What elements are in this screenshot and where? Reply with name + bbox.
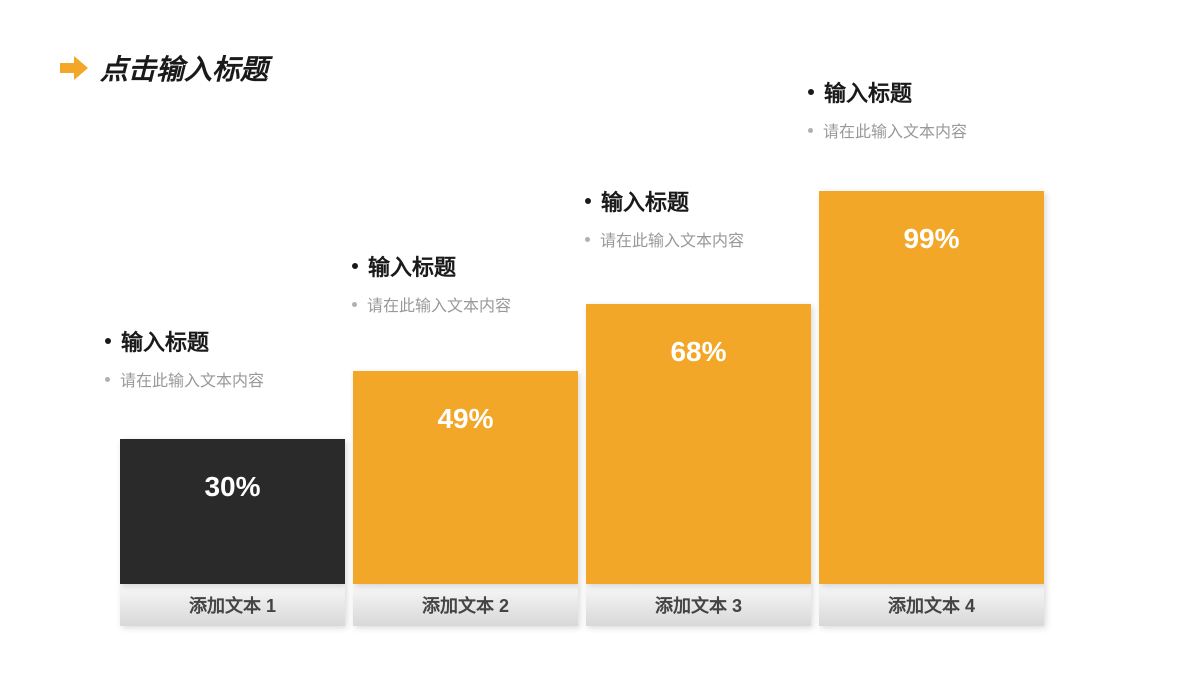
annotation-2: 输入标题 请在此输入文本内容 [352,250,612,316]
bar-1: 30% [120,439,345,584]
bullet-icon [808,89,814,95]
bar-group-3: 68% 添加文本 3 [586,304,811,626]
bar-group-2: 49% 添加文本 2 [353,371,578,626]
arrow-right-icon [60,56,88,80]
annotation-sub-row: 请在此输入文本内容 [808,118,1068,142]
bar-value-1: 30% [204,471,260,584]
annotation-3: 输入标题 请在此输入文本内容 [585,185,845,251]
bar-label-1: 添加文本 1 [120,584,345,626]
annotation-title-row: 输入标题 [352,250,612,282]
bar-label-4: 添加文本 4 [819,584,1044,626]
annotation-sub-row: 请在此输入文本内容 [585,227,845,251]
annotation-title-row: 输入标题 [105,325,365,357]
annotation-title: 输入标题 [601,185,689,217]
bar-group-1: 30% 添加文本 1 [120,439,345,626]
bar-value-3: 68% [670,336,726,584]
annotation-subtitle: 请在此输入文本内容 [120,367,264,391]
bar-label-3: 添加文本 3 [586,584,811,626]
bullet-icon [352,263,358,269]
bullet-icon [808,128,813,133]
annotation-title: 输入标题 [824,76,912,108]
bullet-icon [352,302,357,307]
annotation-sub-row: 请在此输入文本内容 [352,292,612,316]
bar-2: 49% [353,371,578,584]
bar-3: 68% [586,304,811,584]
bar-value-4: 99% [903,223,959,584]
annotation-title: 输入标题 [121,325,209,357]
bar-label-2: 添加文本 2 [353,584,578,626]
annotation-subtitle: 请在此输入文本内容 [600,227,744,251]
annotation-subtitle: 请在此输入文本内容 [367,292,511,316]
annotation-subtitle: 请在此输入文本内容 [823,118,967,142]
annotation-title-row: 输入标题 [585,185,845,217]
bar-group-4: 99% 添加文本 4 [819,191,1044,626]
bar-4: 99% [819,191,1044,584]
annotation-title-row: 输入标题 [808,76,1068,108]
bar-value-2: 49% [437,403,493,584]
annotation-title: 输入标题 [368,250,456,282]
bullet-icon [585,198,591,204]
annotation-sub-row: 请在此输入文本内容 [105,367,365,391]
bullet-icon [585,237,590,242]
bullet-icon [105,338,111,344]
annotation-4: 输入标题 请在此输入文本内容 [808,76,1068,142]
bullet-icon [105,377,110,382]
annotation-1: 输入标题 请在此输入文本内容 [105,325,365,391]
